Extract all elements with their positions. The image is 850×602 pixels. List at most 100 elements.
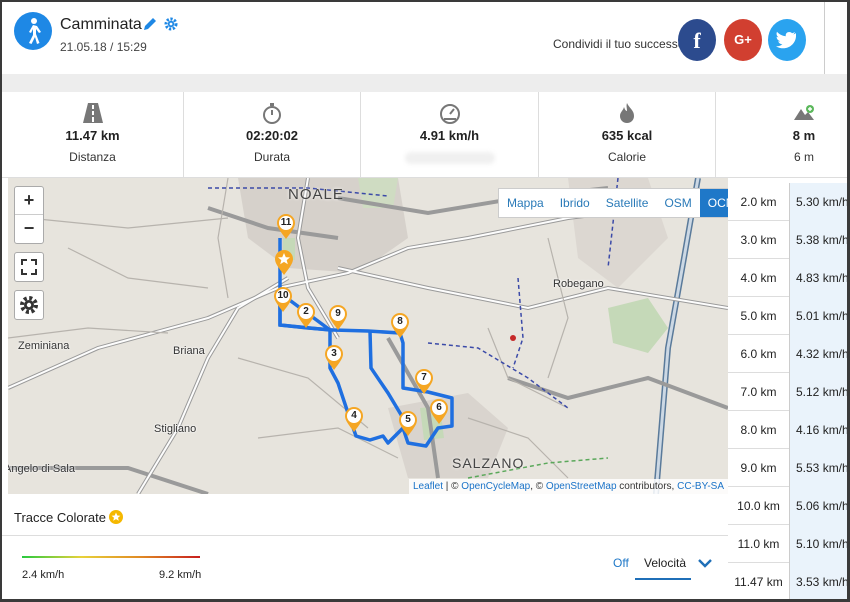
stat-label: Distanza bbox=[69, 150, 116, 164]
route-marker[interactable]: 9 bbox=[328, 305, 348, 331]
facebook-share-button[interactable]: f bbox=[678, 19, 716, 61]
route-marker[interactable]: 7 bbox=[414, 369, 434, 395]
legend-min: 2.4 km/h bbox=[22, 569, 65, 581]
split-speed: 4.32 km/h bbox=[790, 335, 847, 373]
route-marker[interactable]: 6 bbox=[429, 399, 449, 425]
google-plus-share-button[interactable]: G+ bbox=[724, 19, 762, 61]
star-icon bbox=[275, 250, 293, 275]
table-row: 4.0 km 4.83 km/h bbox=[728, 259, 847, 297]
place-label: Stigliano bbox=[154, 423, 197, 435]
layer-option-ocm[interactable]: OCM bbox=[699, 189, 728, 217]
table-row: 3.0 km 5.38 km/h bbox=[728, 221, 847, 259]
split-speed: 3.53 km/h bbox=[790, 563, 847, 599]
gear-icon bbox=[20, 296, 38, 314]
flame-icon bbox=[616, 102, 638, 124]
split-distance: 4.0 km bbox=[728, 259, 790, 297]
route-marker[interactable]: 11 bbox=[276, 214, 296, 240]
track-option-off[interactable]: Off bbox=[613, 556, 629, 570]
split-speed: 5.12 km/h bbox=[790, 373, 847, 411]
route-marker[interactable]: 8 bbox=[390, 313, 410, 339]
stat-value: 8 m bbox=[792, 128, 816, 143]
zoom-in-button[interactable]: + bbox=[15, 187, 43, 215]
stat-value: 635 kcal bbox=[601, 128, 653, 143]
legend-max: 9.2 km/h bbox=[159, 569, 202, 581]
google-plus-icon: G+ bbox=[734, 32, 752, 47]
splits-table: 2.0 km 5.30 km/h 3.0 km 5.38 km/h 4.0 km 4.… bbox=[728, 178, 847, 599]
stat-calories: 635 kcal Calorie bbox=[539, 92, 716, 178]
activity-datetime: 21.05.18 / 15:29 bbox=[60, 40, 147, 54]
place-label: Robegano bbox=[553, 278, 604, 290]
split-distance: 6.0 km bbox=[728, 335, 790, 373]
map-settings-button[interactable] bbox=[14, 290, 44, 320]
stat-value: 4.91 km/h bbox=[419, 128, 480, 143]
marker-number: 9 bbox=[335, 308, 341, 319]
selected-underline bbox=[635, 578, 691, 580]
split-distance: 2.0 km bbox=[728, 183, 790, 221]
section-separator bbox=[2, 74, 847, 92]
track-option-speed[interactable]: Velocità bbox=[644, 556, 687, 570]
route-marker[interactable]: 10 bbox=[273, 287, 293, 313]
stat-duration: 02:20:02 Durata bbox=[184, 92, 361, 178]
layer-option-osm[interactable]: OSM bbox=[664, 196, 692, 210]
stats-bar: 11.47 km Distanza 02:20:02 Durata 4.91 k… bbox=[2, 92, 847, 178]
split-speed: 4.16 km/h bbox=[790, 411, 847, 449]
split-speed: 5.53 km/h bbox=[790, 449, 847, 487]
place-label: SALZANO bbox=[452, 455, 525, 471]
place-label: NOALE bbox=[288, 186, 344, 203]
fullscreen-button[interactable] bbox=[14, 252, 44, 282]
place-label: Briana bbox=[173, 345, 205, 357]
stat-label: 6 m bbox=[793, 150, 814, 164]
table-row: 8.0 km 4.16 km/h bbox=[728, 411, 847, 449]
marker-number: 6 bbox=[436, 402, 442, 413]
route-marker[interactable]: 2 bbox=[296, 303, 316, 329]
marker-number: 2 bbox=[303, 306, 309, 317]
route-marker[interactable]: 3 bbox=[324, 345, 344, 371]
layer-option-ibrido[interactable]: Ibrido bbox=[559, 196, 590, 210]
route-marker[interactable]: 4 bbox=[344, 407, 364, 433]
split-speed: 5.10 km/h bbox=[790, 525, 847, 563]
marker-number: 10 bbox=[277, 290, 289, 301]
start-marker[interactable] bbox=[274, 250, 294, 276]
route-map[interactable]: NOALE Robegano Zeminiana Briana Stiglian… bbox=[8, 178, 728, 494]
share-label: Condividi il tuo successo bbox=[553, 37, 685, 51]
split-distance: 8.0 km bbox=[728, 411, 790, 449]
stat-value: 11.47 km bbox=[65, 128, 120, 143]
walking-person-icon bbox=[14, 12, 52, 50]
table-row: 2.0 km 5.30 km/h bbox=[728, 183, 847, 221]
attribution-text: | © bbox=[442, 481, 462, 492]
split-speed: 5.06 km/h bbox=[790, 487, 847, 525]
stat-avg-speed: 4.91 km/h bbox=[361, 92, 539, 178]
table-row: 5.0 km 5.01 km/h bbox=[728, 297, 847, 335]
facebook-icon: f bbox=[693, 28, 701, 53]
zoom-out-button[interactable]: − bbox=[23, 218, 35, 238]
leaflet-link[interactable]: Leaflet bbox=[412, 481, 443, 492]
split-speed: 5.01 km/h bbox=[790, 297, 847, 335]
split-speed: 5.30 km/h bbox=[790, 183, 847, 221]
layer-switcher: Mappa Ibrido Satellite OSM OCM bbox=[498, 188, 728, 218]
marker-number: 3 bbox=[331, 348, 337, 359]
place-label: Zeminiana bbox=[18, 340, 70, 352]
stat-distance: 11.47 km Distanza bbox=[2, 92, 184, 178]
zoom-control: + − bbox=[14, 186, 44, 244]
stat-elevation: 8 m 6 m bbox=[716, 92, 847, 178]
road-icon bbox=[82, 102, 104, 124]
split-distance: 11.0 km bbox=[728, 525, 790, 563]
table-row: 10.0 km 5.06 km/h bbox=[728, 487, 847, 525]
layer-option-satellite[interactable]: Satellite bbox=[605, 196, 649, 210]
route-marker[interactable]: 5 bbox=[398, 411, 418, 437]
license-link[interactable]: CC-BY-SA bbox=[677, 481, 724, 492]
table-row: 9.0 km 5.53 km/h bbox=[728, 449, 847, 487]
openstreetmap-link[interactable]: OpenStreetMap bbox=[545, 481, 617, 492]
opencyclemap-link[interactable]: OpenCycleMap bbox=[461, 481, 531, 492]
split-distance: 3.0 km bbox=[728, 221, 790, 259]
layer-option-mappa[interactable]: Mappa bbox=[507, 196, 544, 210]
marker-number: 5 bbox=[405, 414, 411, 425]
stat-label: Calorie bbox=[607, 150, 646, 164]
activity-title: Camminata bbox=[60, 16, 142, 33]
stat-value: 02:20:02 bbox=[245, 128, 299, 143]
settings-gear-icon[interactable] bbox=[163, 16, 179, 32]
chevron-down-icon[interactable] bbox=[697, 556, 713, 570]
twitter-share-button[interactable] bbox=[768, 19, 806, 61]
edit-pencil-icon[interactable] bbox=[142, 16, 158, 32]
